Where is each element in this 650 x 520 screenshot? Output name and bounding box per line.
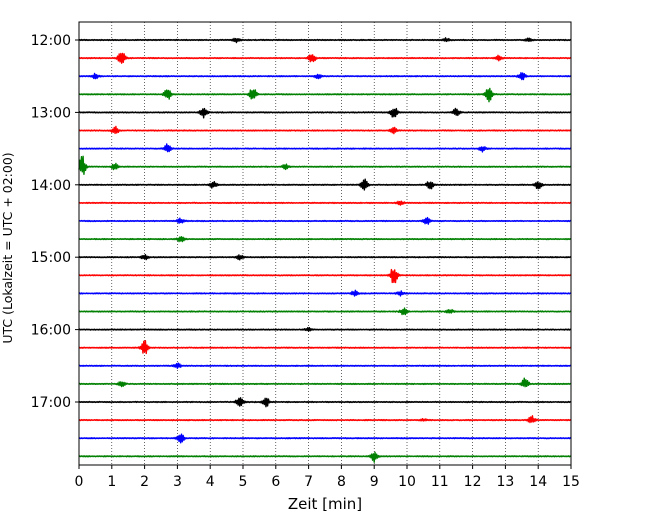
x-axis-label: Zeit [min] (288, 495, 362, 513)
seismic-trace (78, 433, 572, 444)
x-axis: 0 1 2 3 4 5 6 7 8 9 10 11 12 13 14 15 (75, 465, 580, 490)
x-tick-label: 8 (337, 474, 346, 490)
plot-frame (78, 21, 572, 466)
seismic-trace (78, 72, 572, 81)
x-tick-label: 7 (304, 474, 313, 490)
x-tick-label: 13 (496, 474, 514, 490)
seismic-trace (78, 216, 572, 225)
seismic-trace (78, 377, 572, 388)
seismic-trace (78, 415, 572, 424)
x-tick-label: 15 (562, 474, 580, 490)
x-tick-label: 1 (107, 474, 116, 490)
grid-lines (111, 22, 539, 465)
seismic-trace (78, 253, 572, 261)
seismic-trace (78, 200, 572, 206)
y-tick-label: 17:00 (31, 395, 71, 411)
x-tick-label: 4 (206, 474, 215, 490)
y-tick-label: 14:00 (31, 178, 71, 194)
seismic-trace (78, 107, 572, 119)
seismic-trace (78, 326, 572, 332)
seismic-trace (78, 307, 572, 316)
seismic-trace (78, 155, 572, 175)
y-axis: 12:00 13:00 14:00 15:00 16:00 17:00 (31, 33, 79, 411)
y-tick-label: 15:00 (31, 250, 71, 266)
seismic-trace (78, 397, 572, 408)
y-tick-label: 16:00 (31, 323, 71, 339)
y-tick-label: 12:00 (31, 33, 71, 49)
x-tick-label: 14 (529, 474, 547, 490)
seismic-trace (78, 451, 572, 463)
x-tick-label: 0 (75, 474, 84, 490)
x-tick-label: 3 (173, 474, 182, 490)
x-tick-label: 2 (140, 474, 149, 490)
seismic-trace (78, 178, 572, 191)
x-tick-label: 10 (398, 474, 416, 490)
seismic-trace (78, 143, 572, 153)
x-tick-label: 6 (271, 474, 280, 490)
y-tick-label: 13:00 (31, 105, 71, 121)
seismic-trace (78, 37, 572, 44)
x-tick-label: 11 (431, 474, 449, 490)
seismic-trace (78, 289, 572, 297)
seismic-trace (78, 52, 572, 64)
seismic-trace (78, 87, 572, 103)
x-tick-label: 9 (370, 474, 379, 490)
trace-group (78, 37, 572, 463)
seismic-trace (78, 125, 572, 135)
seismic-trace (78, 362, 572, 369)
seismic-trace (78, 236, 572, 243)
x-tick-label: 5 (239, 474, 248, 490)
y-axis-label: UTC (Lokalzeit = UTC + 02:00) (0, 152, 15, 343)
seismic-trace (78, 268, 572, 284)
x-tick-label: 12 (464, 474, 482, 490)
seismic-trace (78, 340, 572, 355)
